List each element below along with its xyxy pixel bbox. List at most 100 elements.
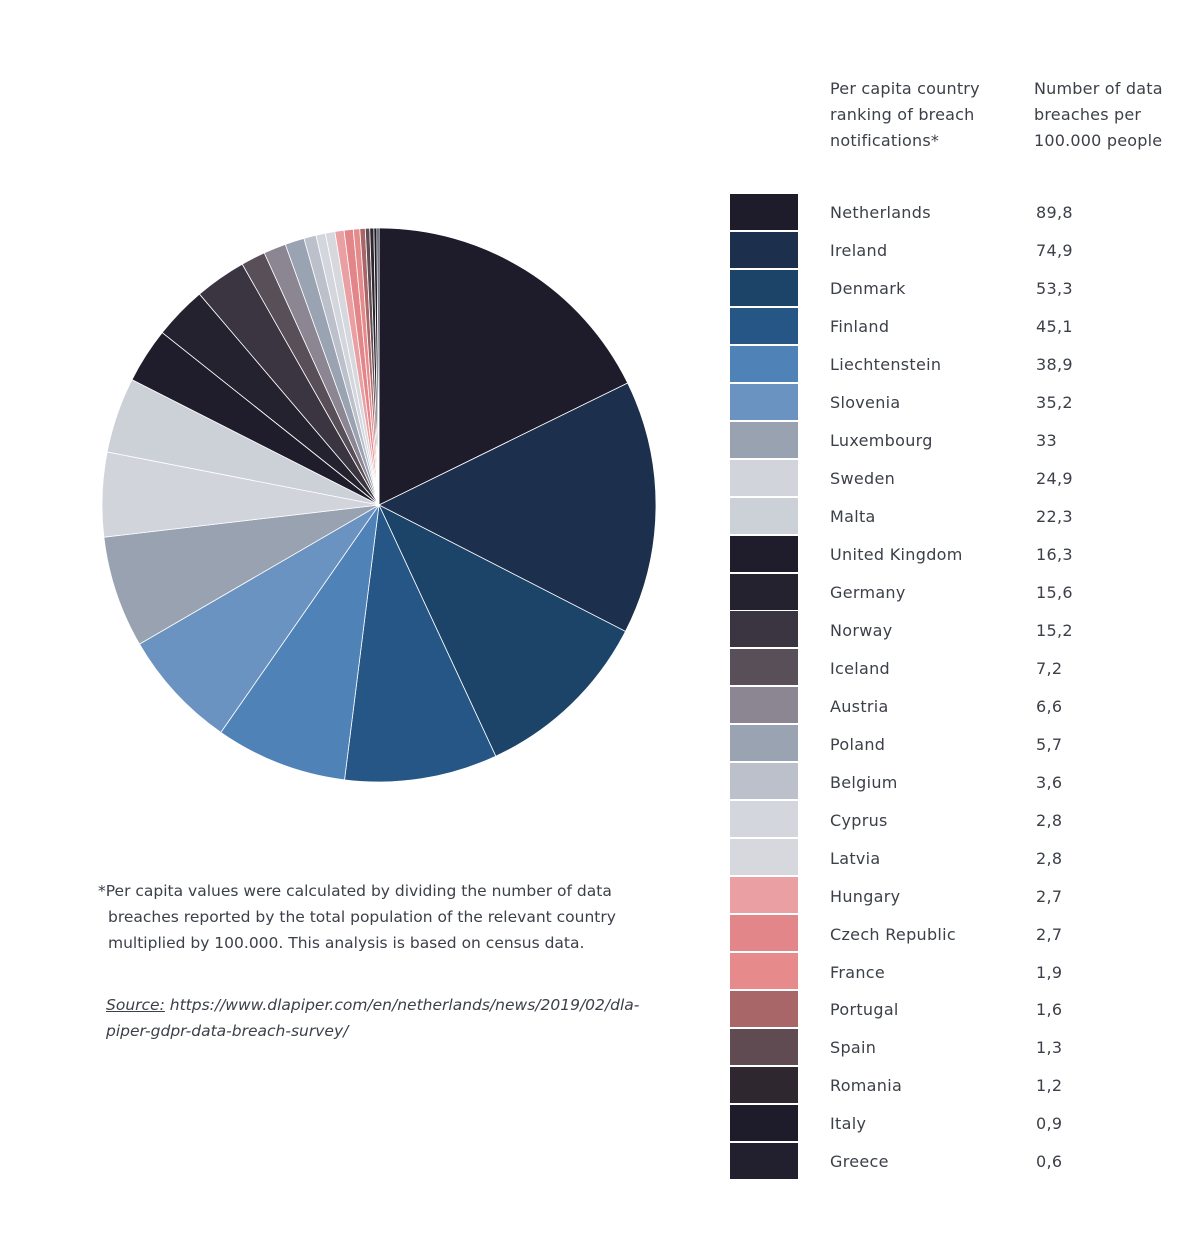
legend-header-value: Number of data breaches per 100.000 peop…: [1034, 79, 1163, 150]
legend-item: Latvia 2,8: [730, 839, 1170, 877]
pie-chart: [101, 227, 657, 783]
source-label: Source:: [106, 996, 165, 1014]
legend-country-label: Belgium: [830, 772, 898, 792]
legend-value-label: 38,9: [1036, 355, 1073, 375]
source-url[interactable]: https://www.dlapiper.com/en/netherlands/…: [106, 996, 640, 1040]
legend-country-label: Germany: [830, 583, 906, 602]
legend-country-label: Spain: [830, 1038, 877, 1058]
legend-value-label: 2,7: [1036, 924, 1063, 944]
legend-value-label: 2,8: [1036, 848, 1063, 868]
legend-swatch: [730, 307, 798, 345]
legend-item: Sweden 24,9: [730, 459, 1170, 498]
legend-country-label: Czech Republic: [830, 924, 957, 944]
legend-country-label: Romania: [830, 1076, 903, 1096]
legend-value-label: 16,3: [1036, 545, 1073, 565]
legend-swatch: [730, 345, 798, 383]
legend-swatch: [730, 497, 798, 535]
legend-value-label: 33: [1036, 431, 1057, 451]
legend-value-label: 35,2: [1036, 393, 1073, 413]
pie-slice-netherlands: [378, 227, 629, 506]
legend-value-label: 2,8: [1036, 810, 1063, 830]
legend-swatch: [730, 725, 798, 763]
legend-item: Spain 1,3: [730, 1028, 1170, 1067]
legend-country-label: Cyprus: [830, 810, 888, 830]
legend-country-label: Luxembourg: [830, 431, 933, 451]
legend-item: Czech Republic 2,7: [730, 915, 1170, 953]
legend-value-label: 89,8: [1036, 203, 1073, 223]
legend-swatch: [730, 383, 798, 421]
pie-slice-greece: [376, 227, 380, 506]
legend-country-label: Malta: [830, 507, 876, 527]
legend-item: France 1,9: [730, 953, 1170, 991]
legend-swatch: [730, 421, 798, 459]
legend-country-label: Denmark: [830, 279, 906, 299]
legend-item: Malta 22,3: [730, 497, 1170, 536]
legend-swatch: [730, 194, 798, 231]
legend-country-label: Ireland: [830, 241, 888, 261]
legend-country-label: Finland: [830, 317, 890, 337]
legend-swatch: [730, 459, 798, 497]
legend-swatch: [730, 1142, 798, 1180]
legend-item: Luxembourg 33: [730, 421, 1170, 460]
legend-value-label: 1,2: [1036, 1076, 1063, 1096]
legend-value-label: 5,7: [1036, 734, 1063, 754]
legend-item: Netherlands 89,8: [730, 194, 1170, 232]
legend-value-label: 15,2: [1036, 620, 1073, 640]
chart-legend: Netherlands 89,8 Ireland 74,9 Denmark 53,3 Fin…: [730, 194, 1170, 1181]
legend-item: Greece 0,6: [730, 1142, 1170, 1181]
legend-country-label: Norway: [830, 620, 893, 640]
legend-country-label: France: [830, 962, 886, 982]
legend-country-label: Italy: [830, 1114, 867, 1134]
legend-item: Cyprus 2,8: [730, 801, 1170, 839]
legend-country-label: Iceland: [830, 658, 891, 678]
legend-country-label: Netherlands: [830, 203, 931, 223]
legend-item: Romania 1,2: [730, 1066, 1170, 1105]
legend-value-label: 1,6: [1036, 1000, 1063, 1020]
legend-swatch: [730, 1028, 798, 1066]
legend-swatch: [730, 687, 798, 725]
legend-swatch: [730, 611, 798, 649]
legend-value-label: 7,2: [1036, 658, 1063, 678]
pie-slice-liechtenstein: [220, 504, 380, 781]
legend-country-label: Latvia: [830, 848, 881, 868]
legend-item: Finland 45,1: [730, 307, 1170, 346]
legend-country-label: Slovenia: [830, 393, 901, 413]
pie-slice-luxembourg: [103, 504, 380, 645]
legend-country-label: Liechtenstein: [830, 355, 942, 375]
legend-value-label: 53,3: [1036, 279, 1073, 299]
legend-item: Poland 5,7: [730, 725, 1170, 763]
legend-country-label: Sweden: [830, 469, 896, 489]
legend-swatch: [730, 573, 798, 611]
legend-item: Denmark 53,3: [730, 269, 1170, 308]
pie-slice-denmark: [378, 504, 627, 757]
legend-swatch: [730, 763, 798, 801]
source-citation: Source: https://www.dlapiper.com/en/neth…: [106, 992, 666, 1044]
footnote-marker: *: [98, 882, 106, 900]
legend-value-label: 1,3: [1036, 1038, 1063, 1058]
legend-value-label: 6,6: [1036, 696, 1063, 716]
legend-value-label: 45,1: [1036, 317, 1073, 337]
legend-country-label: Hungary: [830, 886, 901, 906]
legend-item: Norway 15,2: [730, 611, 1170, 649]
pie-slice-slovenia: [138, 504, 380, 733]
legend-swatch: [730, 1066, 798, 1104]
legend-value-label: 74,9: [1036, 241, 1073, 261]
legend-country-label: Greece: [830, 1152, 889, 1172]
legend-item: Italy 0,9: [730, 1104, 1170, 1143]
legend-swatch: [730, 231, 798, 269]
legend-item: Germany 15,6: [730, 573, 1170, 612]
legend-value-label: 1,9: [1036, 962, 1063, 982]
legend-swatch: [730, 269, 798, 307]
legend-swatch: [730, 839, 798, 877]
footnote-text: Per capita values were calculated by div…: [105, 882, 616, 952]
legend-country-label: Poland: [830, 734, 886, 754]
legend-header-country: Per capita country ranking of breach not…: [830, 79, 980, 150]
legend-value-label: 3,6: [1036, 772, 1063, 792]
legend-swatch: [730, 535, 798, 573]
legend-country-label: United Kingdom: [830, 545, 963, 565]
legend-value-label: 2,7: [1036, 886, 1063, 906]
legend-item: Portugal 1,6: [730, 991, 1170, 1029]
legend-item: Iceland 7,2: [730, 649, 1170, 687]
legend-value-label: 24,9: [1036, 469, 1073, 489]
footnote: *Per capita values were calculated by di…: [98, 878, 658, 956]
